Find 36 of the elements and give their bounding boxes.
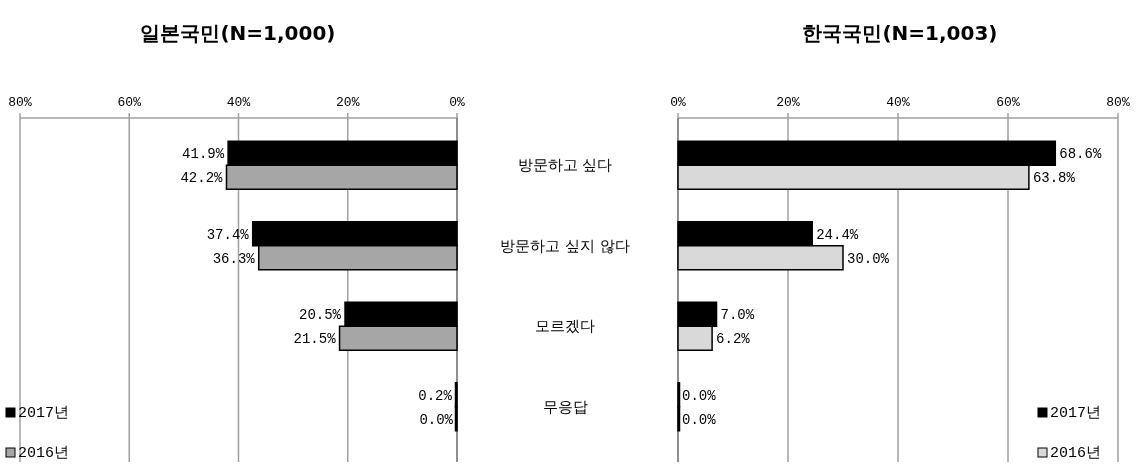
data-label: 0.0% bbox=[682, 387, 717, 404]
x-tick-label: 20% bbox=[336, 95, 360, 110]
data-label: 6.2% bbox=[716, 331, 751, 348]
data-label: 37.4% bbox=[206, 226, 250, 243]
data-label: 41.9% bbox=[182, 146, 225, 163]
legend-label: 2016년 bbox=[1050, 445, 1102, 462]
chart-title: 한국국민(N=1,003) bbox=[802, 21, 998, 45]
legend-label: 2017년 bbox=[1050, 405, 1102, 422]
data-label: 21.5% bbox=[293, 331, 337, 348]
x-tick-label: 80% bbox=[1106, 95, 1130, 110]
x-tick-label: 60% bbox=[996, 95, 1020, 110]
data-label: 0.0% bbox=[682, 411, 717, 428]
data-label: 20.5% bbox=[299, 307, 342, 324]
data-label: 0.0% bbox=[419, 411, 454, 428]
data-label: 68.6% bbox=[1059, 146, 1102, 163]
x-tick-label: 80% bbox=[8, 95, 32, 110]
x-tick-label: 40% bbox=[886, 95, 910, 110]
data-label: 0.2% bbox=[418, 387, 453, 404]
y-tick-label: 방문하고 싶다 bbox=[517, 156, 613, 175]
chart-title: 일본국민(N=1,000) bbox=[140, 21, 336, 45]
data-label: 24.4% bbox=[816, 226, 859, 243]
y-tick-label: 방문하고 싶지 않다 bbox=[500, 236, 630, 255]
x-tick-label: 0% bbox=[670, 95, 686, 110]
data-label: 63.8% bbox=[1032, 170, 1076, 187]
data-label: 30.0% bbox=[847, 250, 890, 267]
legend-label: 2016년 bbox=[18, 445, 70, 462]
x-tick-label: 20% bbox=[776, 95, 800, 110]
legend-label: 2017년 bbox=[18, 405, 70, 422]
x-tick-label: 0% bbox=[449, 95, 465, 110]
y-tick-label: 모르겠다 bbox=[535, 317, 595, 336]
x-tick-label: 40% bbox=[226, 95, 251, 110]
data-label: 7.0% bbox=[720, 307, 755, 324]
data-label: 36.3% bbox=[212, 250, 256, 267]
x-tick-label: 60% bbox=[117, 95, 142, 110]
y-tick-label: 무응답 bbox=[542, 397, 588, 416]
data-label: 42.2% bbox=[180, 170, 224, 187]
